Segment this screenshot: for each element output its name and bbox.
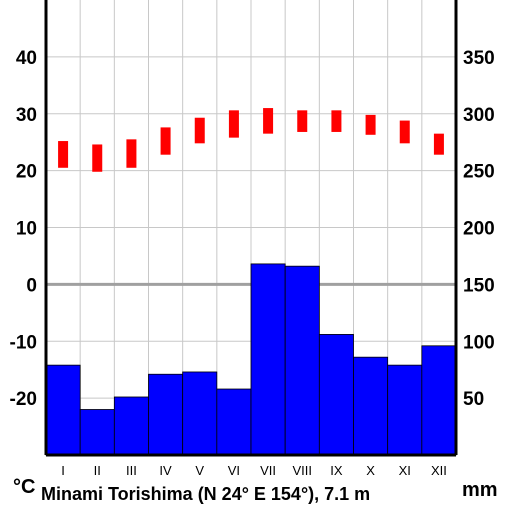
precipitation-bar [79,409,115,456]
left-tick-label: -20 [10,389,37,410]
left-tick-label: 40 [16,48,37,69]
precipitation-bar [421,345,457,456]
right-tick-label: 150 [463,275,495,296]
precipitation-bar [387,364,423,456]
precipitation-bar [216,388,252,456]
precipitation-bar [250,263,286,456]
temperature-range-bar [399,120,410,144]
temperature-range-bar [331,110,342,132]
right-tick-label: 200 [463,219,495,240]
right-axis-unit: mm [462,479,498,501]
temperature-range-bar [160,127,171,155]
temperature-ranges [58,108,444,172]
month-tick-label: V [195,463,204,478]
temperature-range-bar [365,114,376,135]
month-tick-label: III [126,463,137,478]
month-tick-label: IX [330,463,343,478]
month-tick-label: II [94,463,101,478]
right-tick-label: 100 [463,332,495,353]
month-tick-label: VIII [292,463,312,478]
month-tick-label: I [61,463,65,478]
left-axis-unit: °C [13,476,35,498]
month-tick-label: X [366,463,375,478]
right-tick-label: 50 [463,389,484,410]
chart-caption: Minami Torishima (N 24° E 154°), 7.1 m [41,484,370,504]
precipitation-bar [318,334,354,456]
right-tick-label: 250 [463,162,495,183]
left-tick-label: 30 [16,105,37,126]
left-tick-label: 10 [16,219,37,240]
precipitation-bar [45,364,81,456]
month-tick-label: XI [399,463,411,478]
precipitation-bar [182,371,218,456]
temperature-range-bar [433,133,444,155]
temperature-range-bar [58,141,69,168]
left-tick-label: -10 [10,332,37,353]
month-tick-label: IV [159,463,172,478]
temperature-range-bar [263,108,274,134]
month-tick-label: VI [228,463,240,478]
precipitation-bar [148,373,184,456]
right-tick-label: 350 [463,48,495,69]
month-tick-label: VII [260,463,276,478]
temperature-range-bar [126,139,137,168]
precipitation-bar [284,265,320,456]
month-tick-label: XII [431,463,447,478]
axes [44,0,458,457]
left-tick-label: 20 [16,162,37,183]
right-tick-label: 300 [463,105,495,126]
precipitation-bar [113,396,149,456]
temperature-range-bar [194,117,205,144]
temperature-range-bar [92,144,103,172]
temperature-range-bar [297,110,308,132]
precipitation-bars [45,263,457,456]
temperature-range-bar [228,110,239,138]
precipitation-bar [353,356,389,456]
left-tick-label: 0 [26,275,37,296]
